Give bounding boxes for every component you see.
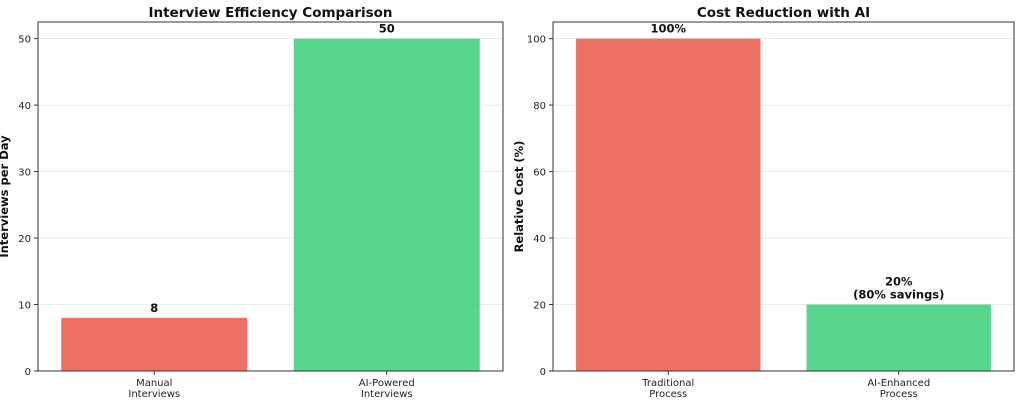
x-tick-label: Traditional Process bbox=[641, 378, 694, 400]
chart-title: Interview Efficiency Comparison bbox=[148, 5, 392, 21]
data-label-line: 100% bbox=[650, 22, 686, 36]
y-axis-label: Relative Cost (%) bbox=[512, 141, 526, 253]
plot-frame bbox=[37, 21, 504, 372]
x-tick-label-line: Interviews bbox=[361, 389, 413, 400]
data-label-line: 8 bbox=[150, 301, 158, 315]
x-tick-label: AI-Enhanced Process bbox=[867, 378, 930, 400]
y-tick-label: 80 bbox=[533, 101, 546, 112]
x-tick-label-line: AI-Powered bbox=[359, 378, 415, 389]
data-label: 50 bbox=[379, 22, 395, 36]
y-tick-label: 0 bbox=[25, 367, 31, 378]
x-tick-label-line: Interviews bbox=[128, 389, 180, 400]
bar bbox=[293, 38, 480, 371]
y-tick-label: 50 bbox=[18, 35, 31, 46]
data-label-line: (80% savings) bbox=[853, 288, 944, 302]
bar bbox=[806, 304, 991, 371]
y-tick-label: 10 bbox=[18, 301, 31, 312]
y-tick-label: 30 bbox=[18, 168, 31, 179]
chart-title: Cost Reduction with AI bbox=[697, 5, 870, 21]
data-label-line: 20% bbox=[885, 275, 913, 289]
y-tick-label: 20 bbox=[18, 234, 31, 245]
bar bbox=[576, 38, 761, 371]
y-tick-label: 0 bbox=[540, 367, 546, 378]
plot-frame bbox=[552, 21, 1015, 372]
y-tick-label: 100 bbox=[527, 35, 546, 46]
x-tick-label-line: Process bbox=[649, 389, 687, 400]
x-tick-label-line: AI-Enhanced bbox=[867, 378, 930, 389]
data-label: 20% (80% savings) bbox=[853, 275, 944, 302]
bar bbox=[61, 317, 248, 371]
y-tick-label: 40 bbox=[18, 101, 31, 112]
data-label: 8 bbox=[150, 301, 158, 315]
data-label-line: 50 bbox=[379, 22, 395, 36]
x-tick-label-line: Manual bbox=[136, 378, 172, 389]
data-label: 100% bbox=[650, 22, 686, 36]
y-tick-label: 40 bbox=[533, 234, 546, 245]
y-tick-label: 20 bbox=[533, 301, 546, 312]
y-axis-label: Interviews per Day bbox=[0, 135, 11, 258]
x-tick-label: Manual Interviews bbox=[128, 378, 180, 400]
y-tick-label: 60 bbox=[533, 168, 546, 179]
x-tick-label: AI-Powered Interviews bbox=[359, 378, 415, 400]
x-tick-label-line: Process bbox=[880, 389, 918, 400]
x-tick-label-line: Traditional bbox=[641, 378, 694, 389]
